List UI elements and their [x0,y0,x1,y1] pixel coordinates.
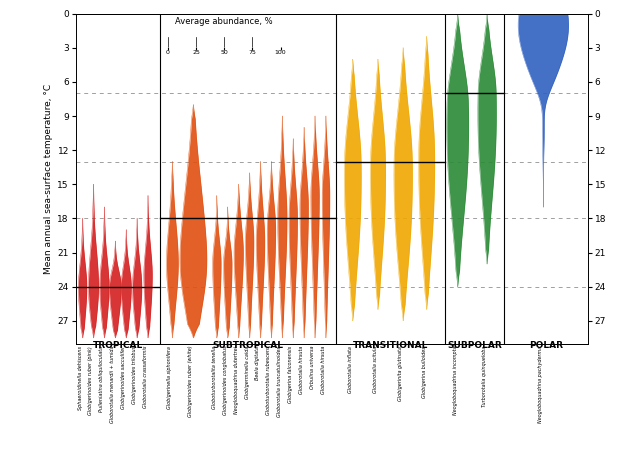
Text: Neogloboquadrina pachyderma: Neogloboquadrina pachyderma [538,346,544,423]
Text: SUBPOLAR: SUBPOLAR [447,341,502,350]
Text: Pulleniatina obliquiloculata: Pulleniatina obliquiloculata [99,346,104,412]
Text: Globigerinella siphonifera: Globigerinella siphonifera [167,346,173,409]
Text: TRANSITIONAL: TRANSITIONAL [353,341,428,350]
Text: TROPICAL: TROPICAL [93,341,143,350]
Text: SUBTROPICAL: SUBTROPICAL [212,341,283,350]
Text: Turborotalia quinqueloba: Turborotalia quinqueloba [482,346,487,407]
Text: Beela digitata: Beela digitata [255,346,260,380]
Text: Globigerminella caida: Globigerminella caida [245,346,250,399]
Y-axis label: Mean annual sea-surface temperature, °C: Mean annual sea-surface temperature, °C [44,83,53,274]
Text: Globorotalia scitula: Globorotalia scitula [373,346,378,393]
Text: Globoturborotalia rubescens: Globoturborotalia rubescens [266,346,271,415]
Text: Globorotalia crassaformis: Globorotalia crassaformis [143,346,148,408]
Text: Globigerinoides ruber (white): Globigerinoides ruber (white) [188,346,193,417]
Text: Globigerinoides conglobatus: Globigerinoides conglobatus [222,346,228,415]
Text: Globigerinoides trilobus: Globigerinoides trilobus [132,346,137,404]
Text: Globorotalia menardii + tumida: Globorotalia menardii + tumida [110,346,115,423]
Text: Globigerina bulloides: Globigerina bulloides [422,346,427,398]
Text: Neogloboquadrina dutertrei: Neogloboquadrina dutertrei [234,346,239,414]
Text: POLAR: POLAR [529,341,563,350]
Text: Globigerina falconensis: Globigerina falconensis [288,346,293,403]
Text: Sphaeroidinella dehiscens: Sphaeroidinella dehiscens [78,346,83,410]
Text: Orbulina universa: Orbulina universa [310,346,315,389]
Text: Globoturborotalita tenella: Globoturborotalita tenella [212,346,217,409]
Text: Globorotalia hirsuta: Globorotalia hirsuta [321,346,326,394]
Text: Neogloboquadrina incompta: Neogloboquadrina incompta [453,346,458,415]
Text: Globigerinoides sacculifer: Globigerinoides sacculifer [121,346,126,409]
Text: Globorotalia hirsuta: Globorotalia hirsuta [299,346,304,394]
Text: Globorotalia inflata: Globorotalia inflata [348,346,353,393]
Text: Globorotalia truncatulinoides: Globorotalia truncatulinoides [277,346,283,417]
Text: Globigerinoides ruber (pink): Globigerinoides ruber (pink) [88,346,94,414]
Text: Average abundance, %: Average abundance, % [176,17,273,26]
Text: Globigerinita glutinata: Globigerinita glutinata [398,346,403,401]
